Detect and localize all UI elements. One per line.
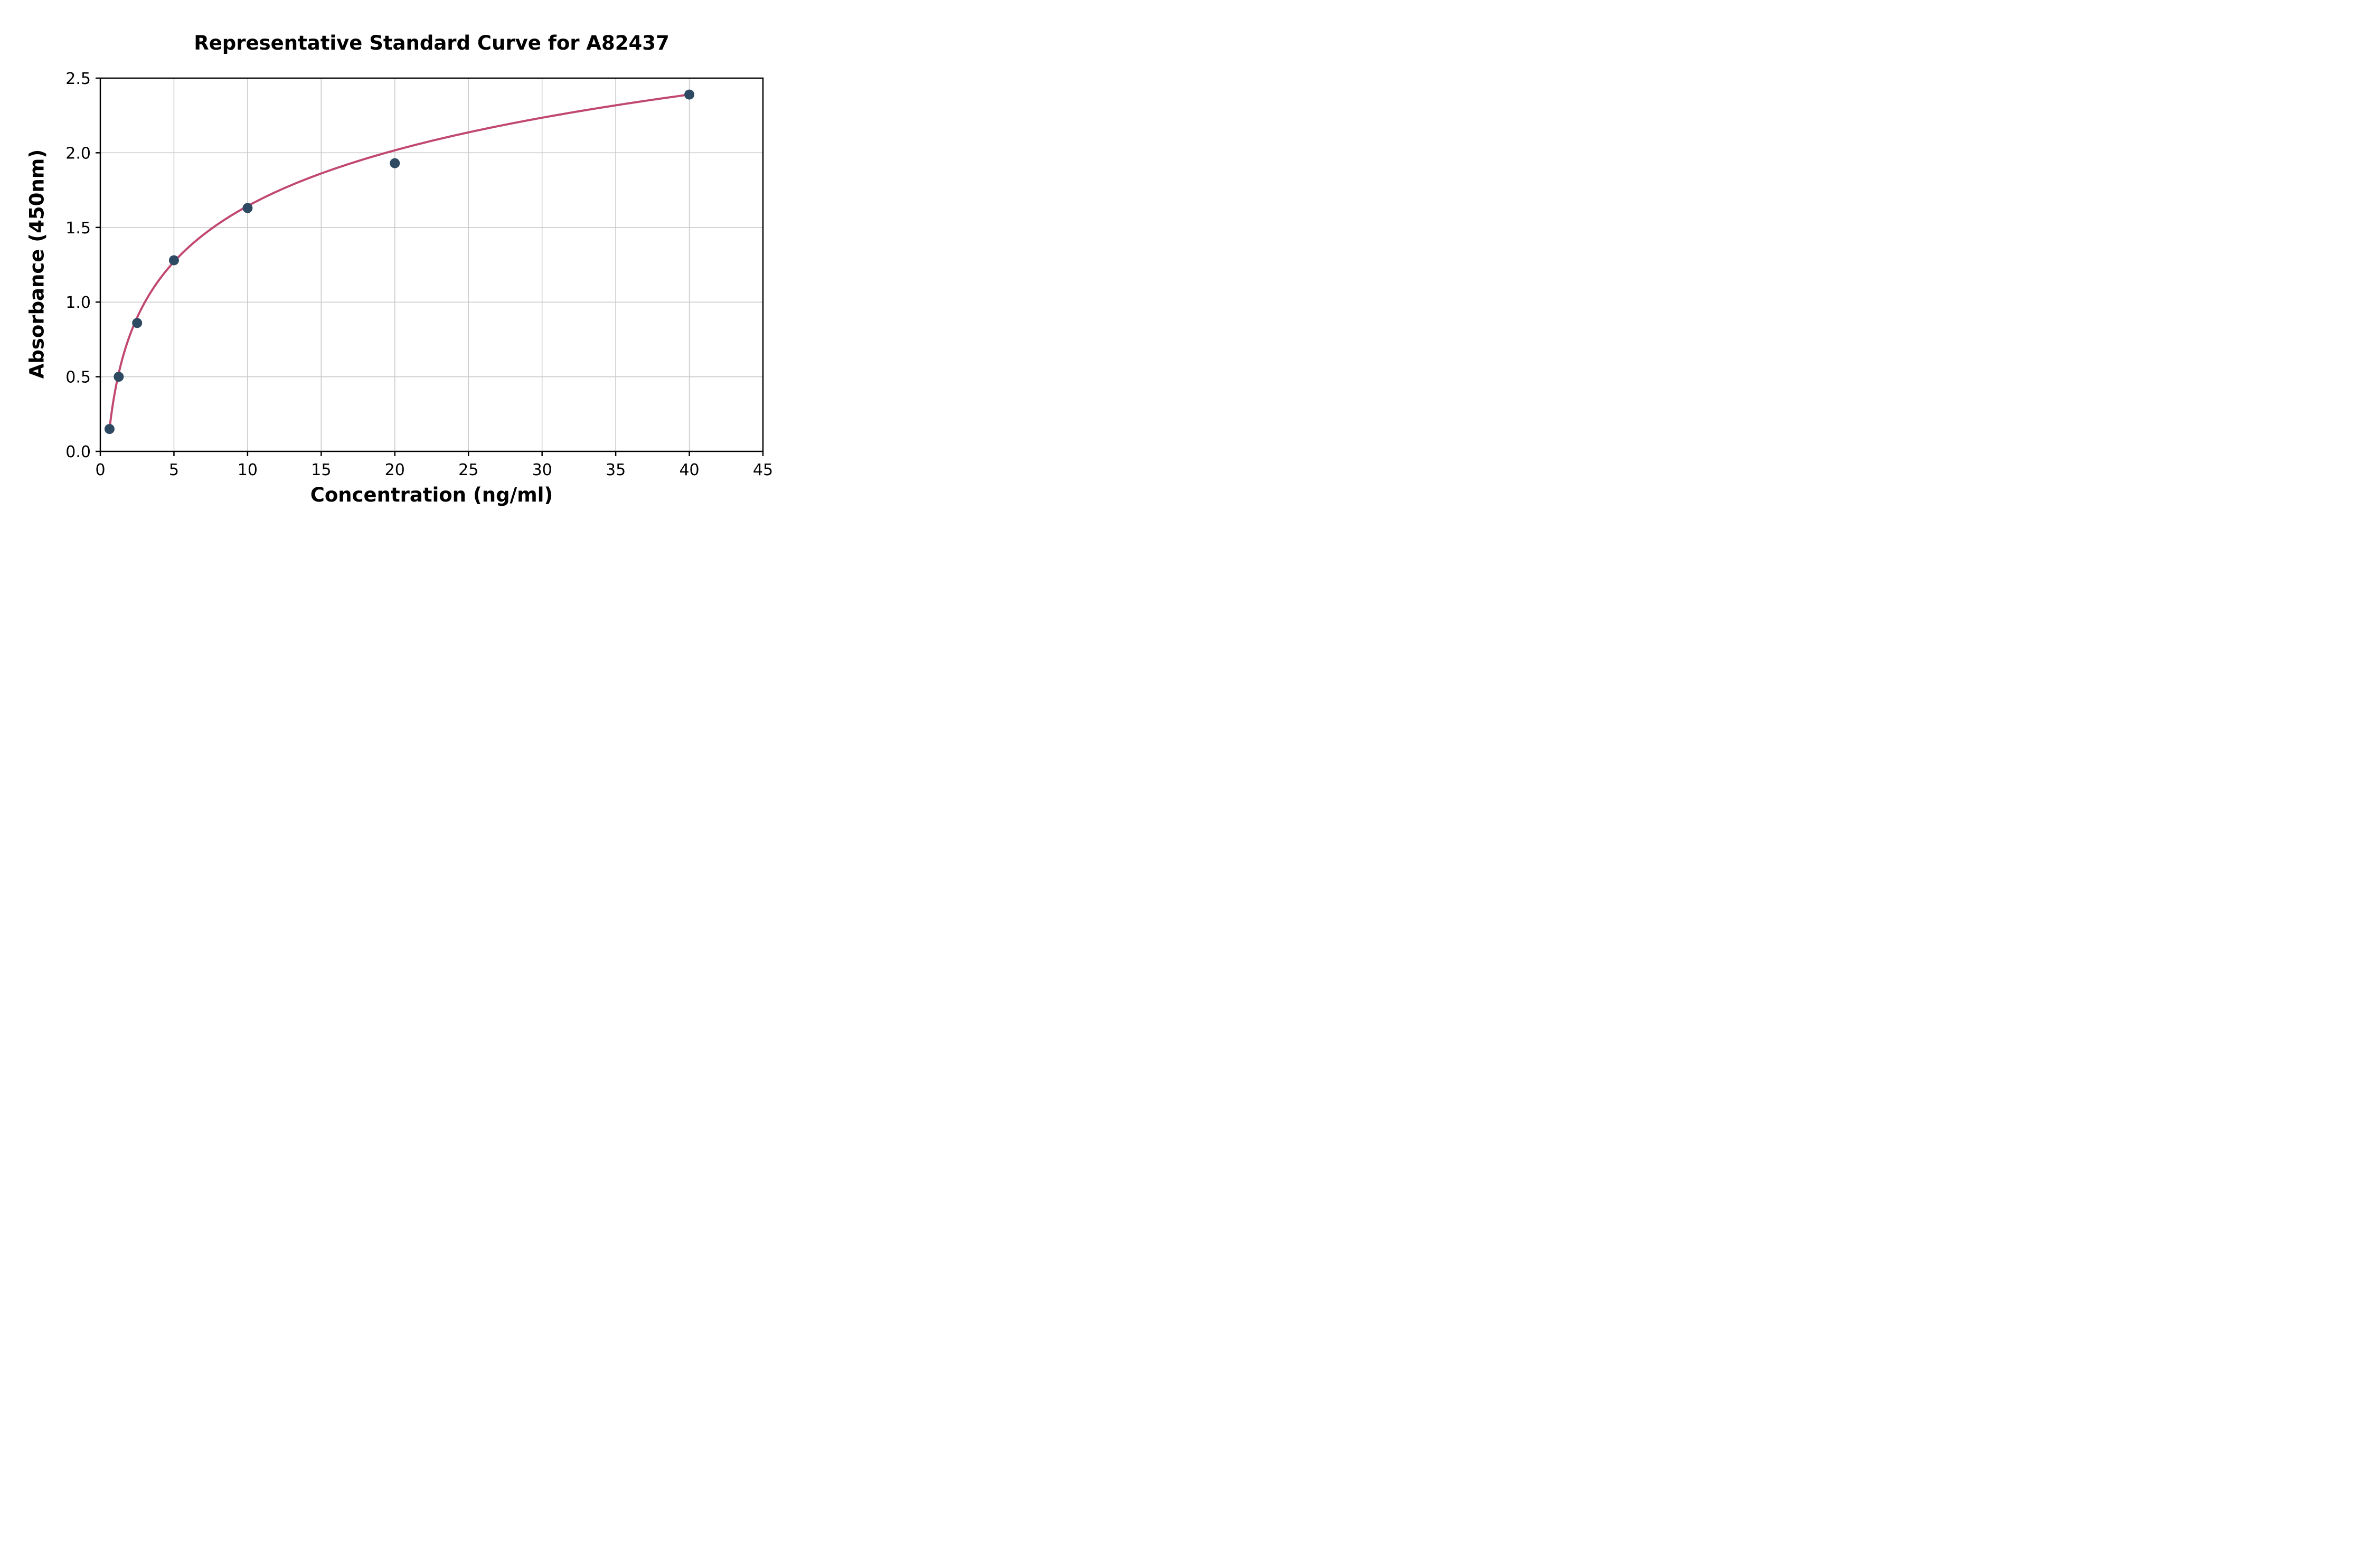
x-axis-label: Concentration (ng/ml) — [310, 484, 553, 506]
y-axis-label: Absorbance (450nm) — [25, 149, 49, 379]
chart-title: Representative Standard Curve for A82437 — [194, 32, 670, 54]
x-tick-label: 40 — [679, 461, 699, 479]
chart-figure: Representative Standard Curve for A82437… — [0, 0, 792, 523]
data-point — [390, 158, 400, 168]
y-tick-label: 2.5 — [65, 70, 91, 88]
x-tick-label: 0 — [95, 461, 105, 479]
data-point — [684, 89, 695, 100]
y-tick-label: 1.0 — [65, 294, 91, 312]
x-tick-label: 15 — [311, 461, 331, 479]
x-tick-label: 5 — [169, 461, 179, 479]
y-tick-label: 2.0 — [65, 144, 91, 163]
x-tick-label: 30 — [532, 461, 552, 479]
y-tick-label: 0.0 — [65, 443, 91, 461]
y-tick-label: 1.5 — [65, 219, 91, 238]
data-point — [104, 424, 115, 434]
plot-area: 0 5 10 15 20 25 30 35 40 45 0.0 0.5 1.0 1.5 2.0 2.5 — [65, 70, 773, 479]
x-tick-label: 25 — [458, 461, 478, 479]
data-point — [168, 255, 179, 266]
x-tick-label: 35 — [606, 461, 626, 479]
x-tick-label: 10 — [238, 461, 258, 479]
data-point — [132, 318, 143, 328]
x-tick-label: 45 — [753, 461, 773, 479]
y-tick-label: 0.5 — [65, 369, 91, 387]
data-point — [242, 203, 253, 213]
fit-curve — [108, 93, 691, 433]
data-point — [114, 372, 124, 382]
x-tick-label: 20 — [385, 461, 405, 479]
plot-box-spines — [99, 77, 764, 452]
